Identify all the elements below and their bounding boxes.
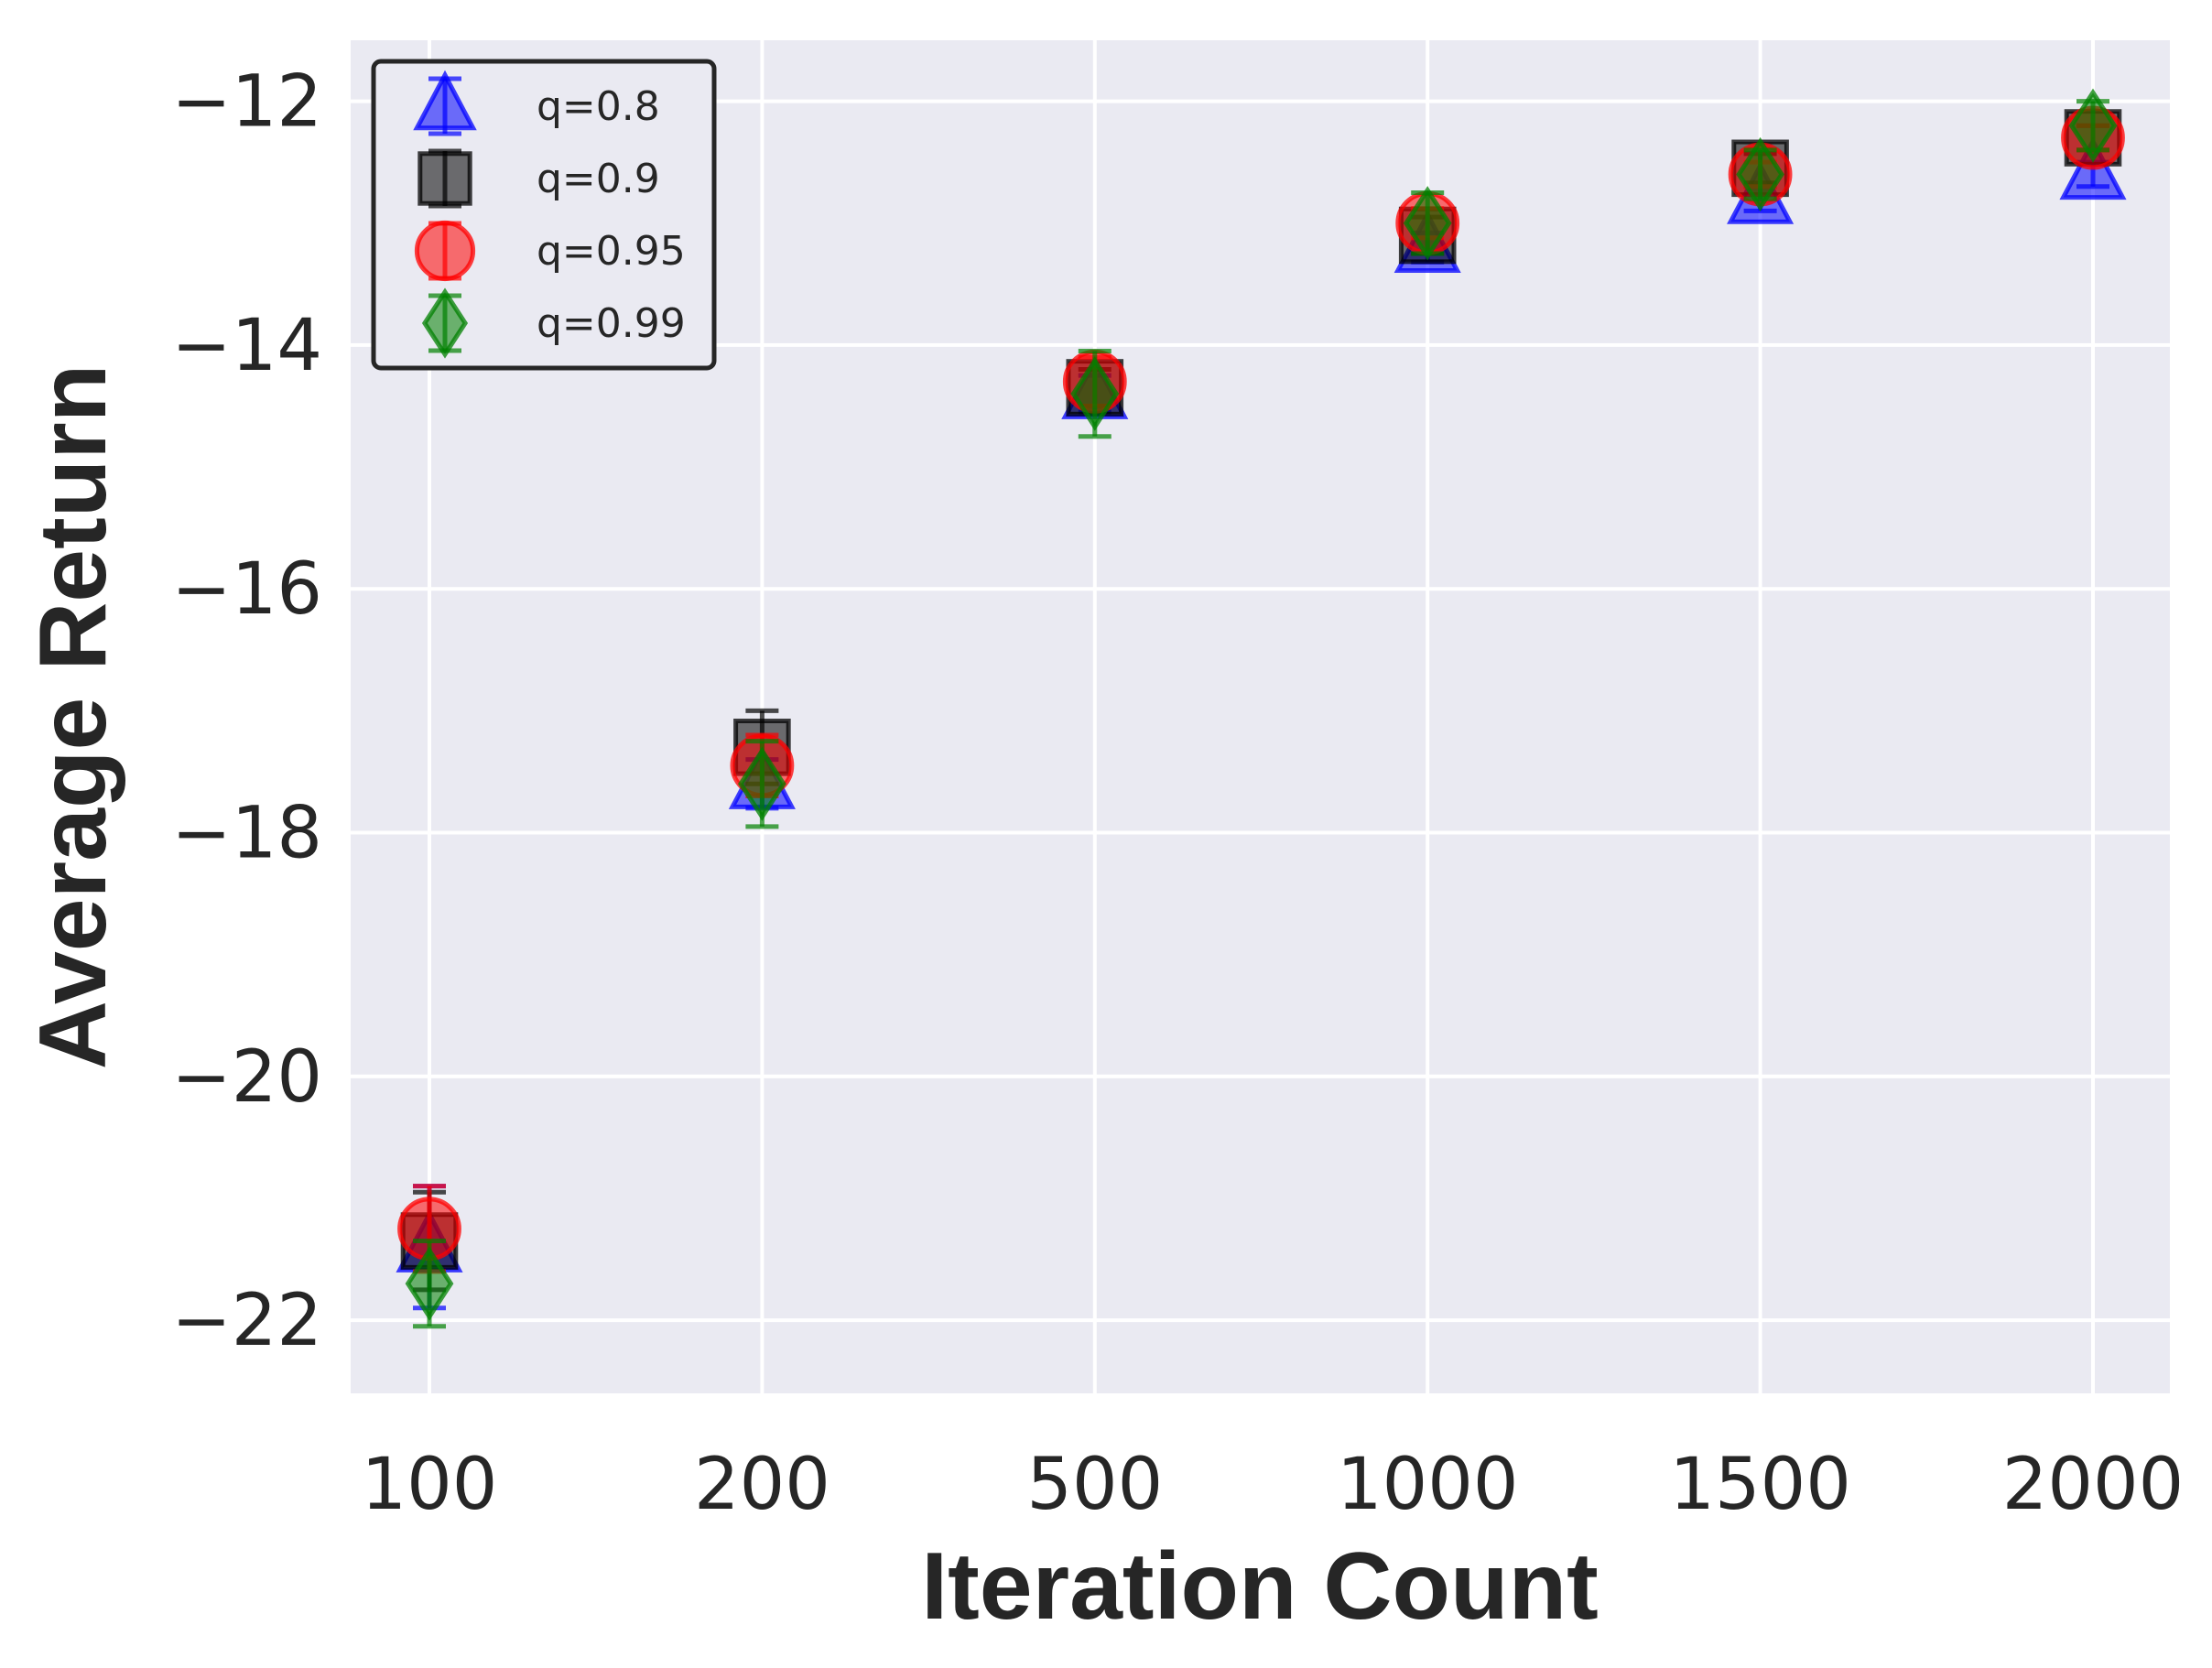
x-axis-ticks: 100 200 500 1000 1500 2000 xyxy=(362,1444,2185,1526)
data-point xyxy=(2068,88,2118,163)
x-tick-label: 1000 xyxy=(1337,1444,1519,1526)
legend-marker xyxy=(414,220,476,282)
data-point xyxy=(1736,136,1784,212)
y-axis-ticks: −12 −14 −16 −18 −20 −22 xyxy=(171,61,322,1363)
data-point xyxy=(738,746,786,821)
y-tick-label: −12 xyxy=(171,61,322,144)
y-tick-label: −18 xyxy=(171,792,322,874)
data-point xyxy=(1403,186,1452,261)
legend-marker xyxy=(413,70,477,131)
y-axis-title: Average Return xyxy=(20,364,126,1070)
data-point xyxy=(405,1246,454,1321)
y-tick-label: −16 xyxy=(171,548,322,631)
y-tick-label: −20 xyxy=(171,1036,322,1119)
legend-label: q=0.95 xyxy=(537,228,686,275)
x-tick-label: 500 xyxy=(1026,1444,1163,1526)
x-tick-label: 100 xyxy=(362,1444,498,1526)
legend-label: q=0.9 xyxy=(537,156,660,202)
x-tick-label: 1500 xyxy=(1669,1444,1851,1526)
legend-marker xyxy=(417,151,472,206)
y-tick-label: −22 xyxy=(171,1280,322,1362)
legend: q=0.8 q=0.9 q=0.95 q=0.99 xyxy=(371,59,717,371)
data-series xyxy=(396,88,2127,1329)
data-point xyxy=(1070,356,1120,431)
x-axis-title: Iteration Count xyxy=(921,1533,1598,1640)
series-q=0.99 xyxy=(405,88,2118,1329)
legend-label: q=0.99 xyxy=(537,300,686,347)
legend-label: q=0.8 xyxy=(537,83,660,130)
x-tick-label: 200 xyxy=(694,1444,830,1526)
legend-marker xyxy=(421,287,469,359)
y-tick-label: −14 xyxy=(171,305,322,387)
legend-box xyxy=(371,59,717,371)
x-tick-label: 2000 xyxy=(2002,1444,2185,1526)
